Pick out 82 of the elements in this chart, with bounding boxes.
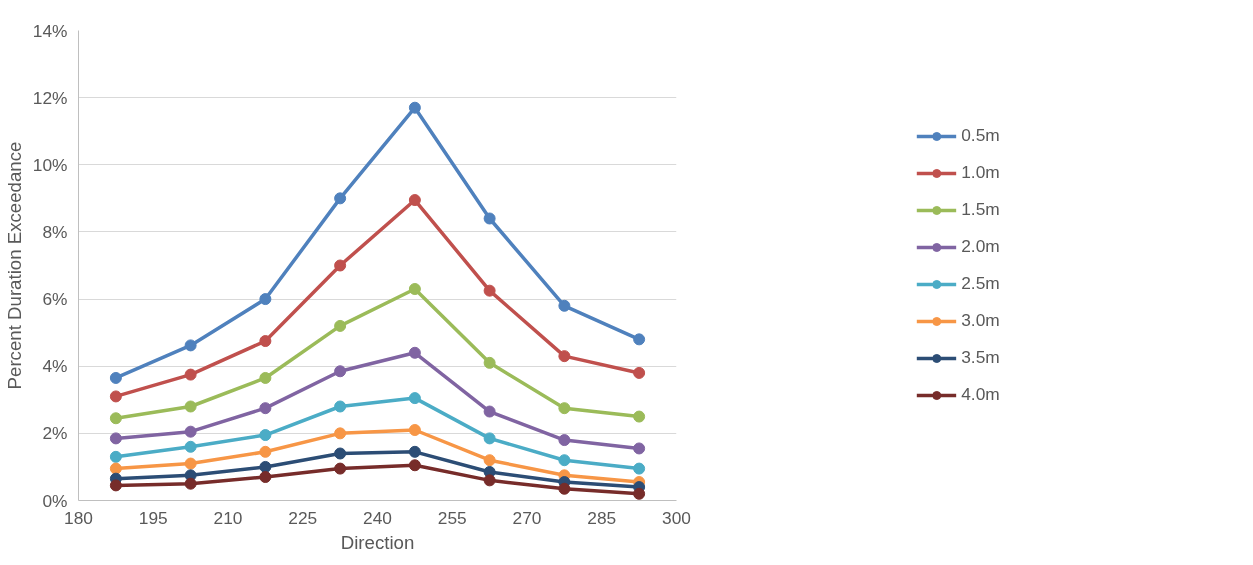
legend-label: 4.0m <box>961 384 1000 405</box>
point <box>184 400 197 413</box>
point <box>334 319 347 332</box>
point <box>334 259 347 272</box>
point <box>408 445 421 458</box>
point <box>408 283 421 295</box>
point <box>483 212 496 225</box>
point <box>483 284 496 297</box>
legend-label: 3.5m <box>961 347 1000 368</box>
point <box>259 460 272 473</box>
point <box>633 333 646 346</box>
point <box>334 447 347 460</box>
x-tick-label: 285 <box>587 507 617 528</box>
point <box>633 487 646 500</box>
point <box>334 462 347 475</box>
point <box>408 424 421 436</box>
point <box>259 335 272 348</box>
point <box>259 429 272 442</box>
point <box>109 412 122 425</box>
point <box>109 450 122 463</box>
point <box>334 365 347 378</box>
point <box>184 339 197 352</box>
y-tick-label: 14% <box>32 20 68 41</box>
legend-label: 0.5m <box>961 125 1000 146</box>
point <box>109 462 122 475</box>
x-tick-label: 255 <box>437 507 467 528</box>
point <box>334 400 347 413</box>
point <box>558 454 571 467</box>
legend-label: 1.0m <box>961 162 1000 183</box>
point <box>109 479 122 492</box>
point <box>483 356 496 369</box>
point <box>184 368 197 381</box>
point <box>408 459 421 472</box>
y-axis-title: Percent Duration Exceedance <box>3 141 25 390</box>
point <box>408 346 421 359</box>
legend-label: 3.0m <box>961 310 1000 331</box>
point <box>109 371 122 384</box>
x-tick-label: 270 <box>512 507 542 528</box>
point <box>633 462 646 475</box>
legend-label: 1.5m <box>961 199 1000 220</box>
point <box>184 425 197 438</box>
point <box>558 482 571 495</box>
legend-label: 2.5m <box>961 273 1000 294</box>
x-tick-label: 225 <box>288 507 318 528</box>
x-tick-label: 210 <box>213 507 243 528</box>
point <box>184 440 197 453</box>
point <box>334 427 347 440</box>
point <box>633 442 646 455</box>
x-tick-label: 195 <box>138 507 168 528</box>
point <box>259 402 272 415</box>
y-tick-label: 4% <box>42 356 68 377</box>
point <box>558 299 571 312</box>
point <box>334 192 347 205</box>
legend-label: 2.0m <box>961 236 1000 257</box>
point <box>483 474 496 487</box>
point <box>483 454 496 467</box>
point <box>408 392 421 405</box>
x-axis-title: Direction <box>340 531 415 553</box>
point <box>483 432 496 445</box>
point <box>408 101 421 114</box>
point <box>259 371 272 384</box>
point <box>259 293 272 306</box>
point <box>483 405 496 418</box>
x-tick-label: 300 <box>662 507 691 528</box>
point <box>558 402 571 415</box>
point <box>558 350 571 363</box>
point <box>259 445 272 458</box>
y-tick-label: 6% <box>42 289 68 310</box>
point <box>633 410 646 423</box>
point <box>633 366 646 379</box>
y-tick-label: 10% <box>32 154 68 175</box>
y-tick-label: 12% <box>32 87 68 108</box>
x-tick-label: 240 <box>363 507 392 528</box>
y-tick-label: 2% <box>42 423 68 444</box>
point <box>408 194 421 207</box>
point <box>109 432 122 445</box>
point <box>558 434 571 447</box>
point <box>184 457 197 470</box>
y-tick-label: 8% <box>42 221 68 242</box>
point <box>259 471 272 483</box>
point <box>109 390 122 403</box>
point <box>184 477 197 490</box>
